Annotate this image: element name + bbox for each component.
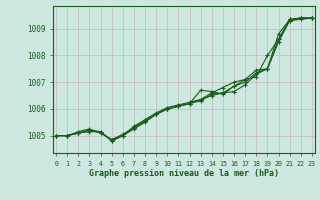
X-axis label: Graphe pression niveau de la mer (hPa): Graphe pression niveau de la mer (hPa) xyxy=(89,169,279,178)
